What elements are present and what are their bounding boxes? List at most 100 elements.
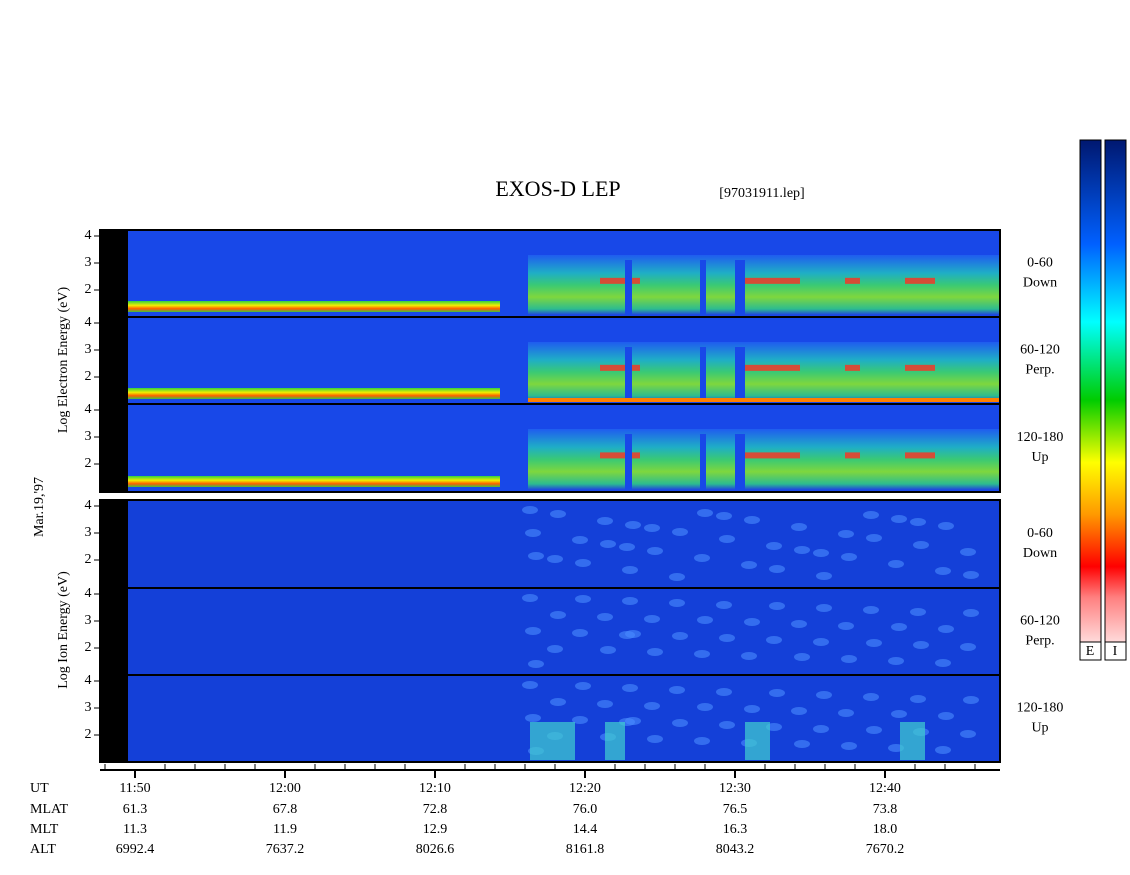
ion-patch — [716, 688, 732, 696]
row-label: UT — [30, 781, 49, 796]
colorbar-label: E — [1086, 644, 1095, 659]
ion-patch — [644, 615, 660, 623]
ion-patch — [719, 535, 735, 543]
ion-patch — [741, 561, 757, 569]
ion-patch — [866, 639, 882, 647]
ion-patch — [794, 653, 810, 661]
pitch-range: 0-60 — [1027, 256, 1053, 271]
colorbar-box — [1104, 641, 1127, 661]
row-label: MLAT — [30, 802, 69, 817]
ion-patch — [960, 730, 976, 738]
ion-patch — [550, 510, 566, 518]
ion-patch — [694, 554, 710, 562]
ion-patch — [697, 703, 713, 711]
spectrograms — [99, 229, 1001, 763]
energy-tick-label: 4 — [85, 228, 92, 243]
panel-frame — [99, 403, 1001, 493]
axis-value: 72.8 — [423, 802, 448, 817]
ion-patch — [741, 652, 757, 660]
axis-value: 61.3 — [123, 802, 148, 817]
energy-tick-label: 2 — [85, 456, 92, 471]
ion-patch — [600, 540, 616, 548]
gap — [700, 260, 706, 315]
ion-patch — [963, 696, 979, 704]
energy-tick-label: 2 — [85, 640, 92, 655]
ion-patch — [716, 512, 732, 520]
ion-patch — [813, 638, 829, 646]
data-gap — [100, 500, 128, 588]
ion-patch — [769, 602, 785, 610]
burst-region — [528, 429, 1000, 490]
ion-patch — [575, 559, 591, 567]
data-gap — [100, 317, 128, 404]
ion-patch — [525, 714, 541, 722]
ion-patch — [522, 506, 538, 514]
ion-patch — [960, 548, 976, 556]
ion-patch — [766, 542, 782, 550]
ion-patch — [838, 622, 854, 630]
ion-patch — [794, 740, 810, 748]
low-energy-band — [128, 388, 500, 399]
ion-patch — [625, 521, 641, 529]
energy-tick-label: 3 — [85, 525, 92, 540]
row-label: MLT — [30, 822, 59, 837]
ion-patch — [891, 710, 907, 718]
ion-patch — [813, 725, 829, 733]
ion-patch — [816, 604, 832, 612]
axis-value: 12.9 — [423, 822, 448, 837]
gap — [735, 260, 745, 315]
ion-patch — [719, 634, 735, 642]
ion-patch — [791, 707, 807, 715]
energy-tick-label: 4 — [85, 586, 92, 601]
ion-patch — [888, 560, 904, 568]
ion-patch — [694, 650, 710, 658]
axis-value: 76.5 — [723, 802, 748, 817]
intense-patch — [745, 277, 800, 284]
title: EXOS-D LEP — [495, 176, 620, 201]
ion-patch — [910, 695, 926, 703]
energy-tick-label: 2 — [85, 552, 92, 567]
ion-patch — [863, 511, 879, 519]
axis-value: 6992.4 — [116, 842, 155, 857]
ion-patch — [522, 594, 538, 602]
intense-patch — [600, 452, 640, 459]
ion-patch — [963, 571, 979, 579]
energy-tick-label: 2 — [85, 282, 92, 297]
ion-patch — [744, 705, 760, 713]
spectrogram — [100, 500, 1000, 588]
axis-value: 7670.2 — [866, 842, 905, 857]
energy-tick-label: 3 — [85, 255, 92, 270]
burst-region — [528, 255, 1000, 315]
ion-patch — [935, 659, 951, 667]
ion-patch — [575, 682, 591, 690]
energy-tick-label: 2 — [85, 369, 92, 384]
ion-patch — [891, 623, 907, 631]
row-label: ALT — [30, 842, 56, 857]
low-energy-band — [128, 476, 500, 487]
spectrogram — [100, 588, 1000, 675]
date: Mar.19,'97 — [32, 477, 47, 537]
axis-value: 11:50 — [119, 781, 150, 796]
ion-patch — [669, 686, 685, 694]
pitch-direction: Up — [1031, 450, 1048, 465]
ion-patch — [697, 616, 713, 624]
pitch-direction: Up — [1031, 721, 1048, 736]
energy-tick-label: 4 — [85, 498, 92, 513]
gap — [700, 434, 706, 490]
axis-value: 67.8 — [273, 802, 298, 817]
ion-burst — [900, 722, 925, 760]
gap — [625, 434, 632, 490]
data-gap — [100, 230, 128, 317]
ion-patch — [619, 543, 635, 551]
ion-patch — [891, 515, 907, 523]
axis-value: 76.0 — [573, 802, 598, 817]
ion-patch — [866, 534, 882, 542]
ion-patch — [938, 625, 954, 633]
ion-patch — [525, 627, 541, 635]
axis-value: 8161.8 — [566, 842, 605, 857]
ion-patch — [550, 611, 566, 619]
colorbar — [1104, 139, 1127, 661]
axis-value: 73.8 — [873, 802, 898, 817]
gap — [625, 347, 632, 402]
